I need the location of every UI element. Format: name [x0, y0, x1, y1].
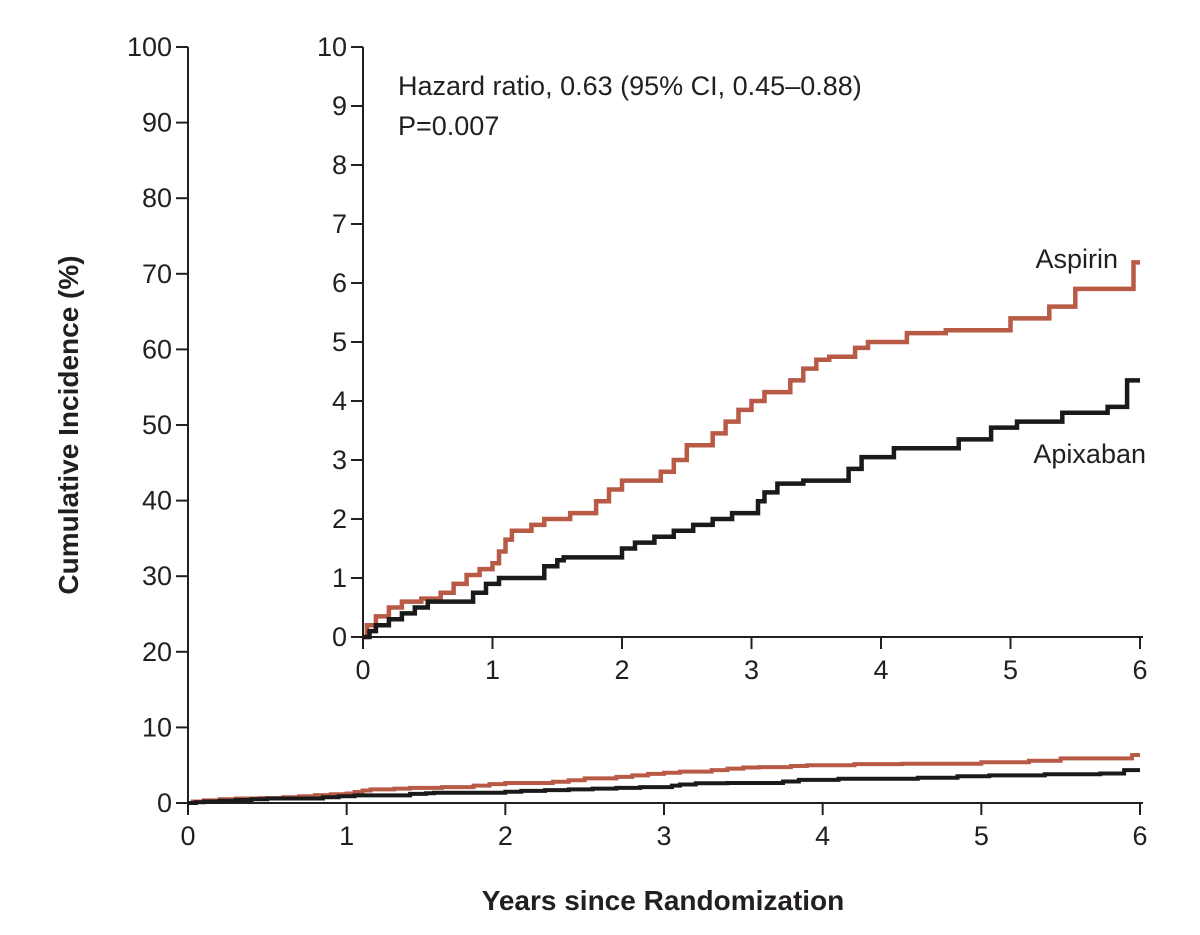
inset-y-tick-label: 2 [332, 504, 347, 534]
main-y-tick-label: 60 [142, 334, 172, 364]
main-x-tick-label: 1 [339, 821, 354, 851]
inset-x-tick-label: 2 [614, 655, 629, 685]
main-x-tick-label: 0 [180, 821, 195, 851]
inset-y-ticks: 0 1 2 3 4 5 6 7 8 9 10 [317, 32, 363, 652]
inset-y-tick-label: 1 [332, 563, 347, 593]
main-y-tick-label: 100 [127, 32, 172, 62]
inset-x-tick-label: 4 [873, 655, 888, 685]
inset-x-tick-label: 6 [1132, 655, 1147, 685]
main-x-tick-label: 5 [974, 821, 989, 851]
main-series-apixaban [188, 768, 1140, 805]
inset-y-tick-label: 0 [332, 622, 347, 652]
main-y-ticks: 0 10 20 30 40 50 60 70 80 90 100 [127, 32, 188, 818]
main-x-tick-label: 3 [656, 821, 671, 851]
inset-y-tick-label: 4 [332, 386, 347, 416]
inset-y-tick-label: 9 [332, 91, 347, 121]
main-y-tick-label: 80 [142, 183, 172, 213]
hazard-ratio-annotation: Hazard ratio, 0.63 (95% CI, 0.45–0.88) [398, 71, 862, 101]
inset-axes: 0 1 2 3 4 5 6 7 8 9 10 0 1 2 3 4 5 6 [317, 32, 1148, 685]
main-y-tick-label: 20 [142, 637, 172, 667]
inset-series-apixaban [363, 378, 1140, 640]
y-axis-title: Cumulative Incidence (%) [53, 255, 84, 594]
main-x-tick-label: 4 [815, 821, 830, 851]
p-value-annotation: P=0.007 [398, 111, 499, 141]
x-axis-title: Years since Randomization [482, 885, 845, 916]
main-y-tick-label: 90 [142, 108, 172, 138]
inset-y-tick-label: 7 [332, 209, 347, 239]
main-y-tick-label: 10 [142, 712, 172, 742]
inset-x-tick-label: 3 [744, 655, 759, 685]
inset-y-tick-label: 10 [317, 32, 347, 62]
inset-y-tick-label: 8 [332, 150, 347, 180]
inset-x-ticks: 0 1 2 3 4 5 6 [355, 637, 1148, 685]
main-y-tick-label: 0 [157, 788, 172, 818]
inset-x-tick-label: 5 [1003, 655, 1018, 685]
main-x-tick-label: 2 [498, 821, 513, 851]
inset-series-lines [363, 260, 1140, 640]
inset-series-aspirin [363, 260, 1140, 640]
main-x-ticks: 0 1 2 3 4 5 6 [180, 803, 1148, 851]
series-label-aspirin: Aspirin [1035, 244, 1118, 274]
main-y-tick-label: 50 [142, 410, 172, 440]
inset-y-tick-label: 6 [332, 268, 347, 298]
inset-x-tick-label: 0 [355, 655, 370, 685]
main-x-tick-label: 6 [1132, 821, 1147, 851]
main-y-tick-label: 70 [142, 259, 172, 289]
inset-y-tick-label: 5 [332, 327, 347, 357]
main-series-lines [188, 753, 1140, 805]
series-label-apixaban: Apixaban [1033, 439, 1146, 469]
inset-y-tick-label: 3 [332, 445, 347, 475]
main-y-tick-label: 30 [142, 561, 172, 591]
inset-x-tick-label: 1 [485, 655, 500, 685]
main-y-tick-label: 40 [142, 486, 172, 516]
